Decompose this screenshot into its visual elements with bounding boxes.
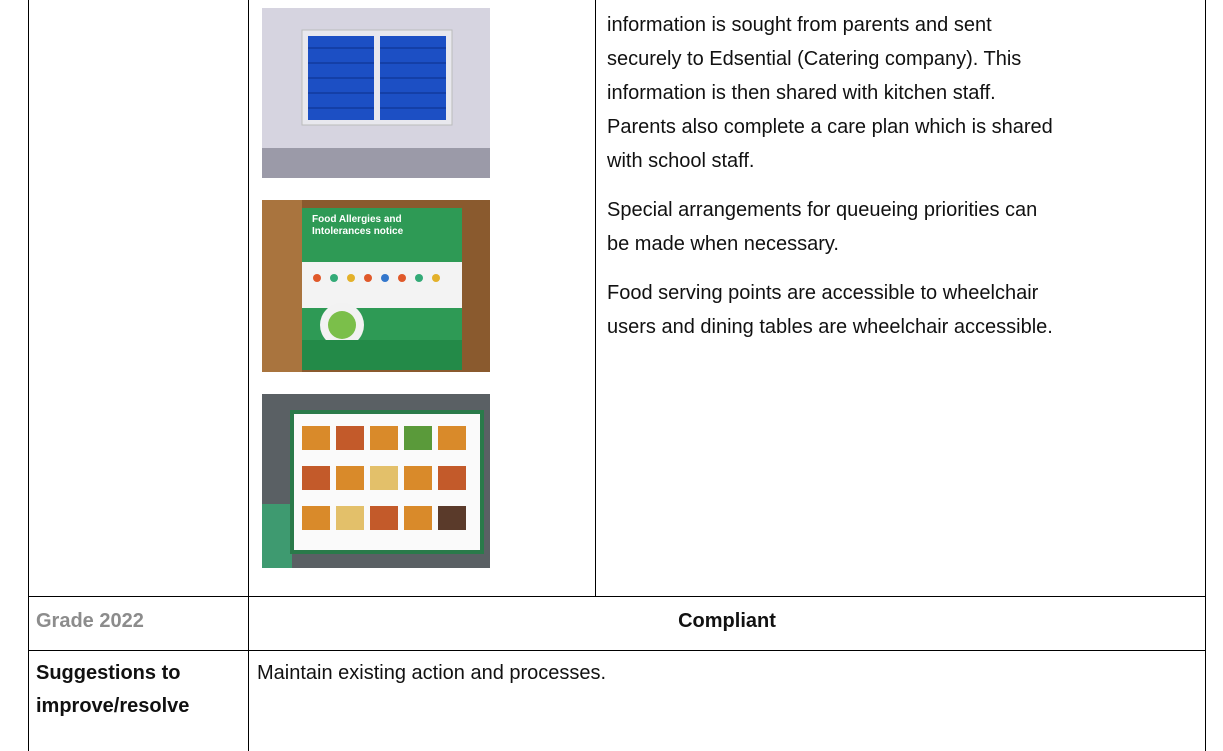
border (28, 0, 29, 751)
photo-shutters (262, 8, 490, 178)
grade-label: Grade 2022 (36, 610, 144, 632)
text-line: Parents also complete a care plan which … (607, 116, 1053, 138)
poster-title: Food Allergies and (312, 214, 402, 225)
text-line: information is then shared with kitchen … (607, 82, 996, 104)
text-line: be made when necessary. (607, 233, 839, 255)
text-line: securely to Edsential (Catering company)… (607, 48, 1022, 70)
description: information is sought from parents and s… (607, 8, 1207, 359)
paragraph: Special arrangements for queueing priori… (607, 193, 1207, 261)
text-line: with school staff. (607, 150, 755, 172)
text-line: Food serving points are accessible to wh… (607, 282, 1039, 304)
text-line: Special arrangements for queueing priori… (607, 199, 1038, 221)
border (595, 0, 596, 596)
border (28, 596, 1206, 597)
suggestions-text: Maintain existing action and processes. (257, 662, 607, 684)
text-line: information is sought from parents and s… (607, 14, 992, 36)
suggestions-label: improve/resolve (36, 695, 190, 717)
grade-value: Compliant (678, 610, 776, 632)
paragraph: information is sought from parents and s… (607, 8, 1207, 178)
photo-allergy-poster: Food Allergies and Intolerances notice (262, 200, 490, 372)
suggestions-label: Suggestions to (36, 662, 181, 684)
border (28, 650, 1206, 651)
photo-menu (262, 394, 490, 568)
poster-title: Intolerances notice (312, 226, 404, 237)
paragraph: Food serving points are accessible to wh… (607, 276, 1207, 344)
border (1205, 0, 1206, 751)
text-line: users and dining tables are wheelchair a… (607, 316, 1053, 338)
border (248, 0, 249, 751)
